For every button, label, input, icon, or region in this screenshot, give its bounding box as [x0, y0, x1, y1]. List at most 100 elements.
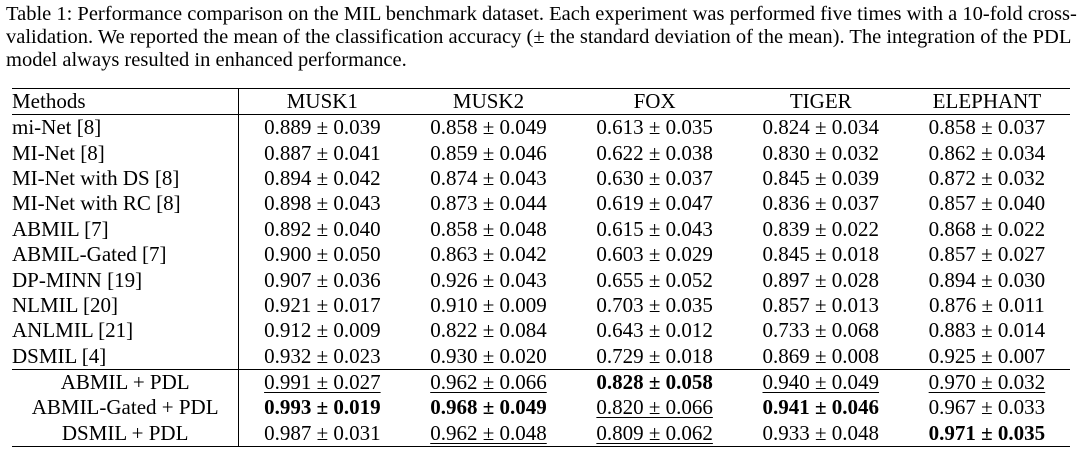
table-row: MI-Net with RC [8] 0.898 ± 0.043 0.873 ±… — [12, 191, 1070, 217]
method-cell: DSMIL [4] — [12, 343, 240, 370]
method-cell: MI-Net with RC [8] — [12, 191, 240, 217]
table-row: DSMIL + PDL 0.987 ± 0.031 0.962 ± 0.048 … — [12, 420, 1070, 448]
best-value: 0.993 ± 0.019 — [264, 395, 381, 420]
method-cell: MI-Net with DS [8] — [12, 165, 240, 192]
value-cell: 0.655 ± 0.052 — [596, 267, 713, 292]
value-cell: 0.991 ± 0.027 — [238, 368, 406, 396]
best-value: 0.941 ± 0.046 — [762, 395, 880, 420]
value-cell: 0.836 ± 0.037 — [762, 191, 880, 216]
value-cell: 0.863 ± 0.042 — [430, 242, 547, 267]
value-cell: 0.839 ± 0.022 — [762, 216, 880, 241]
value-cell: 0.822 ± 0.084 — [430, 318, 547, 343]
value-cell: 0.933 ± 0.048 — [737, 420, 904, 448]
method-cell: mi-Net [8] — [12, 114, 240, 141]
value-cell: 0.967 ± 0.033 — [928, 395, 1046, 420]
value-cell: 0.962 ± 0.048 — [405, 420, 572, 448]
value-cell: 0.971 ± 0.035 — [903, 420, 1070, 448]
value-cell: 0.869 ± 0.008 — [762, 343, 880, 368]
underlined-value: 0.820 ± 0.066 — [596, 395, 713, 420]
value-cell: 0.820 ± 0.066 — [572, 395, 738, 420]
value-cell: 0.940 ± 0.049 — [737, 368, 904, 396]
table-row: mi-Net [8] 0.889 ± 0.039 0.858 ± 0.049 0… — [12, 114, 1070, 141]
value-cell: 0.858 ± 0.049 — [430, 115, 547, 140]
method-cell: ABMIL-Gated [7] — [12, 241, 240, 268]
method-cell: DSMIL + PDL — [12, 420, 240, 448]
underlined-value: 0.962 ± 0.066 — [430, 370, 547, 395]
value-cell: 0.910 ± 0.009 — [430, 292, 547, 317]
value-cell: 0.932 ± 0.023 — [264, 343, 381, 368]
table-row: MI-Net [8] 0.887 ± 0.041 0.859 ± 0.046 0… — [12, 140, 1070, 166]
table-header-row: Methods MUSK1 MUSK2 FOX TIGER ELEPHANT — [12, 88, 1070, 115]
value-cell: 0.883 ± 0.014 — [928, 318, 1046, 343]
method-cell: ABMIL [7] — [12, 216, 240, 242]
value-cell: 0.809 ± 0.062 — [571, 420, 738, 448]
value-cell: 0.858 ± 0.048 — [430, 216, 547, 241]
value-cell: 0.857 ± 0.013 — [762, 292, 880, 317]
value-cell: 0.897 ± 0.028 — [762, 267, 880, 292]
value-cell: 0.859 ± 0.046 — [430, 140, 547, 165]
value-cell: 0.926 ± 0.043 — [430, 267, 547, 292]
value-cell: 0.729 ± 0.018 — [596, 343, 713, 368]
value-cell: 0.857 ± 0.027 — [928, 242, 1046, 267]
value-cell: 0.858 ± 0.037 — [928, 115, 1046, 140]
best-value: 0.968 ± 0.049 — [430, 395, 547, 420]
value-cell: 0.876 ± 0.011 — [929, 292, 1045, 317]
table-row: ABMIL + PDL 0.991 ± 0.027 0.962 ± 0.066 … — [12, 368, 1070, 396]
value-cell: 0.907 ± 0.036 — [264, 267, 381, 292]
value-cell: 0.630 ± 0.037 — [596, 165, 713, 190]
value-cell: 0.941 ± 0.046 — [738, 395, 904, 420]
table-row: ABMIL [7] 0.892 ± 0.040 0.858 ± 0.048 0.… — [12, 216, 1070, 242]
table-row: ABMIL-Gated + PDL 0.993 ± 0.019 0.968 ± … — [12, 395, 1070, 421]
value-cell: 0.615 ± 0.043 — [596, 216, 713, 241]
header-elephant: ELEPHANT — [903, 88, 1070, 115]
value-cell: 0.912 ± 0.009 — [264, 318, 381, 343]
value-cell: 0.845 ± 0.018 — [762, 242, 880, 267]
method-cell: NLMIL [20] — [12, 292, 240, 319]
value-cell: 0.868 ± 0.022 — [928, 216, 1046, 241]
value-cell: 0.643 ± 0.012 — [596, 318, 713, 343]
value-cell: 0.862 ± 0.034 — [928, 140, 1046, 165]
value-cell: 0.889 ± 0.039 — [264, 115, 381, 140]
value-cell: 0.613 ± 0.035 — [596, 115, 713, 140]
table-row: MI-Net with DS [8] 0.894 ± 0.042 0.874 ±… — [12, 165, 1070, 192]
value-cell: 0.824 ± 0.034 — [762, 115, 880, 140]
value-cell: 0.703 ± 0.035 — [596, 292, 713, 317]
table-row: DSMIL [4] 0.932 ± 0.023 0.930 ± 0.020 0.… — [12, 343, 1070, 370]
value-cell: 0.874 ± 0.043 — [430, 165, 547, 190]
value-cell: 0.872 ± 0.032 — [928, 165, 1046, 190]
results-table: Methods MUSK1 MUSK2 FOX TIGER ELEPHANT m… — [12, 88, 1070, 448]
method-cell: MI-Net [8] — [12, 140, 240, 166]
value-cell: 0.894 ± 0.042 — [264, 165, 381, 190]
table-row: ANLMIL [21] 0.912 ± 0.009 0.822 ± 0.084 … — [12, 318, 1070, 344]
value-cell: 0.962 ± 0.066 — [405, 368, 572, 396]
value-cell: 0.892 ± 0.040 — [264, 216, 381, 241]
value-cell: 0.603 ± 0.029 — [596, 242, 713, 267]
value-cell: 0.921 ± 0.017 — [264, 292, 381, 317]
table-row: ABMIL-Gated [7] 0.900 ± 0.050 0.863 ± 0.… — [12, 241, 1070, 268]
value-cell: 0.968 ± 0.049 — [405, 395, 571, 420]
best-value: 0.971 ± 0.035 — [928, 420, 1046, 445]
value-cell: 0.925 ± 0.007 — [928, 343, 1046, 368]
underlined-value: 0.962 ± 0.048 — [430, 420, 547, 445]
underlined-value: 0.991 ± 0.027 — [264, 370, 381, 395]
underlined-value: 0.970 ± 0.032 — [928, 370, 1046, 395]
value-cell: 0.828 ± 0.058 — [571, 368, 738, 396]
value-cell: 0.619 ± 0.047 — [596, 191, 713, 216]
value-cell: 0.845 ± 0.039 — [762, 165, 880, 190]
value-cell: 0.887 ± 0.041 — [264, 140, 381, 165]
underlined-value: 0.809 ± 0.062 — [596, 420, 713, 445]
best-value: 0.828 ± 0.058 — [596, 370, 713, 395]
method-cell: ABMIL + PDL — [12, 368, 240, 396]
value-cell: 0.873 ± 0.044 — [430, 191, 547, 216]
value-cell: 0.930 ± 0.020 — [430, 343, 547, 368]
value-cell: 0.970 ± 0.032 — [903, 368, 1070, 396]
value-cell: 0.993 ± 0.019 — [239, 395, 406, 420]
header-methods: Methods — [12, 88, 240, 115]
header-musk1: MUSK1 — [238, 88, 406, 115]
method-cell: DP-MINN [19] — [12, 267, 240, 293]
value-cell: 0.830 ± 0.032 — [762, 140, 880, 165]
header-tiger: TIGER — [737, 88, 904, 115]
table-row: NLMIL [20] 0.921 ± 0.017 0.910 ± 0.009 0… — [12, 292, 1070, 319]
value-cell: 0.857 ± 0.040 — [928, 191, 1046, 216]
value-cell: 0.733 ± 0.068 — [762, 318, 880, 343]
